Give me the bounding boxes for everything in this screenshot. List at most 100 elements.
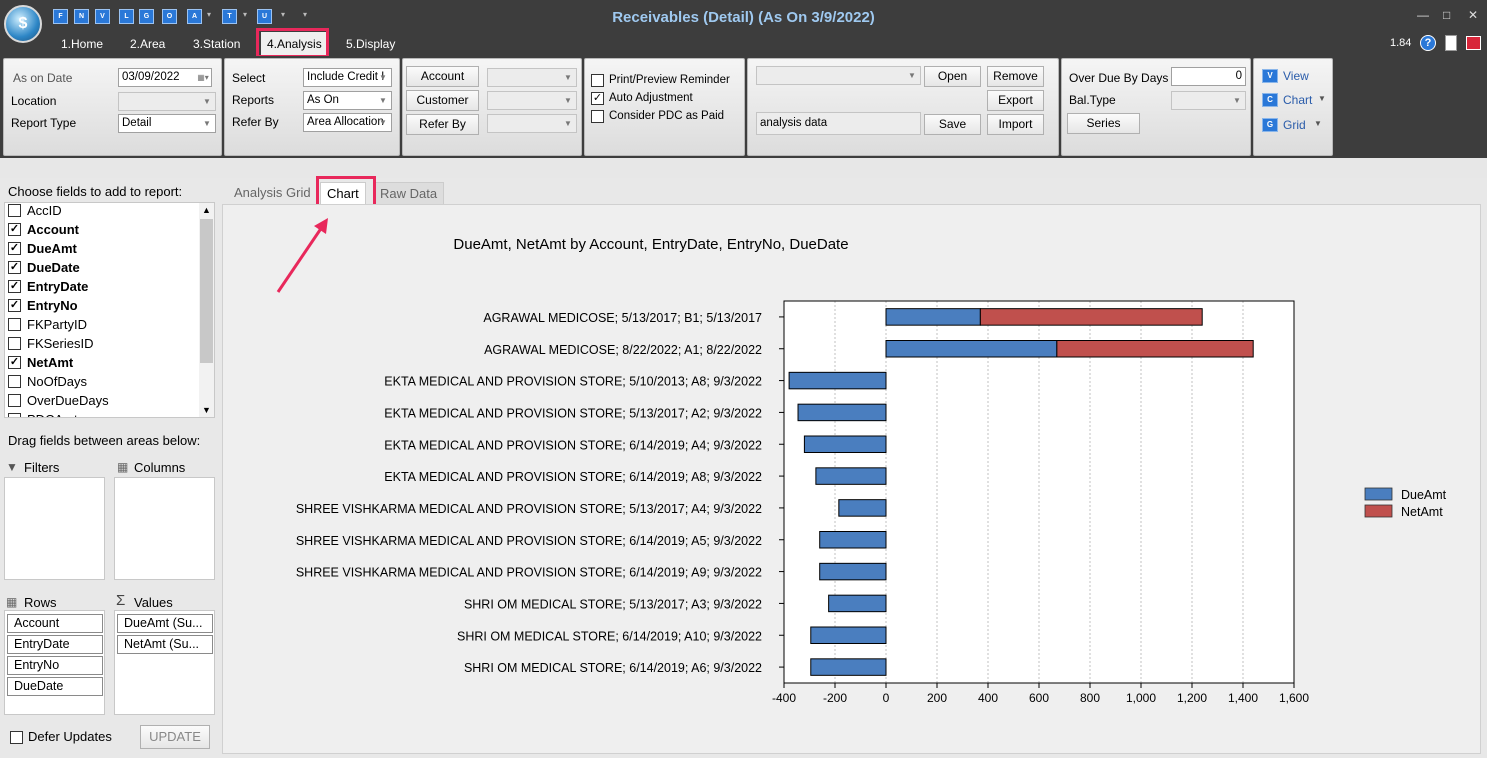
open-button[interactable]: Open	[924, 66, 981, 87]
as-on-date-field[interactable]: 03/09/2022 ▦▾	[118, 68, 212, 87]
menu-tab-2[interactable]: 2.Area	[130, 37, 166, 51]
field-checkbox[interactable]: ✓	[8, 223, 21, 237]
filters-area[interactable]	[4, 477, 105, 580]
field-item-pdcamt[interactable]: PDCAmt	[8, 410, 78, 417]
columns-area[interactable]	[114, 477, 215, 580]
field-checkbox[interactable]: ✓	[8, 356, 21, 370]
field-item-entryno[interactable]: ✓ EntryNo	[8, 296, 78, 315]
field-item-noofdays[interactable]: NoOfDays	[8, 372, 87, 391]
chevron-down-icon[interactable]: ▾	[281, 10, 286, 19]
update-button[interactable]: UPDATE	[140, 725, 210, 749]
field-item-duedate[interactable]: ✓ DueDate	[8, 258, 80, 277]
chevron-down-icon[interactable]: ▾	[243, 10, 248, 19]
view-button[interactable]: View	[1283, 69, 1309, 83]
scrollbar[interactable]: ▲ ▼	[199, 203, 214, 417]
qat-f-icon[interactable]: F	[53, 9, 68, 24]
qat-n-icon[interactable]: N	[74, 9, 89, 24]
qat-t-icon[interactable]: T	[222, 9, 237, 24]
consider-pdc-checkbox[interactable]	[591, 110, 604, 123]
field-checkbox[interactable]	[8, 375, 21, 389]
print-preview-checkbox[interactable]	[591, 74, 604, 87]
values-item[interactable]: NetAmt (Su...	[117, 635, 213, 654]
field-item-fkseriesid[interactable]: FKSeriesID	[8, 334, 93, 353]
series-button[interactable]: Series	[1067, 113, 1140, 134]
scrollbar-thumb[interactable]	[200, 219, 213, 363]
refer-by-select[interactable]: ▼	[487, 114, 577, 133]
app-logo-icon[interactable]: $	[4, 5, 42, 43]
menu-tab-4[interactable]: 4.Analysis	[261, 32, 328, 56]
chevron-down-icon[interactable]: ▼	[1318, 94, 1326, 103]
scroll-down-icon[interactable]: ▼	[202, 405, 211, 415]
remove-button[interactable]: Remove	[987, 66, 1044, 87]
rows-item[interactable]: EntryNo	[7, 656, 103, 675]
chevron-down-icon[interactable]: ▼	[1314, 119, 1322, 128]
rows-item[interactable]: EntryDate	[7, 635, 103, 654]
export-button[interactable]: Export	[987, 90, 1044, 111]
refer-by-dropdown[interactable]: Area Allocation ▼	[303, 113, 392, 132]
report-type-select[interactable]: Detail ▼	[118, 114, 216, 133]
qat-o-icon[interactable]: O	[162, 9, 177, 24]
bal-type-select[interactable]: ▼	[1171, 91, 1246, 110]
field-checkbox[interactable]	[8, 413, 21, 417]
defer-updates-checkbox[interactable]	[10, 731, 23, 744]
field-item-account[interactable]: ✓ Account	[8, 220, 79, 239]
field-checkbox[interactable]	[8, 318, 21, 332]
field-checkbox[interactable]: ✓	[8, 242, 21, 256]
rows-item[interactable]: DueDate	[7, 677, 103, 696]
qat-v-icon[interactable]: V	[95, 9, 110, 24]
account-button[interactable]: Account	[406, 66, 479, 87]
qat-g-icon[interactable]: G	[139, 9, 154, 24]
field-item-entrydate[interactable]: ✓ EntryDate	[8, 277, 88, 296]
scroll-up-icon[interactable]: ▲	[202, 205, 211, 215]
location-select[interactable]: ▼	[118, 92, 216, 111]
auto-adjustment-checkbox[interactable]: ✓	[591, 92, 604, 105]
field-item-dueamt[interactable]: ✓ DueAmt	[8, 239, 77, 258]
grid-icon[interactable]: G	[1262, 118, 1278, 132]
rows-item[interactable]: Account	[7, 614, 103, 633]
field-item-accid[interactable]: AccID	[8, 203, 62, 220]
chart-icon[interactable]: C	[1262, 93, 1278, 107]
field-checkbox[interactable]	[8, 204, 21, 218]
calendar-icon[interactable]: ▦▾	[197, 73, 209, 82]
tab-analysis-grid[interactable]: Analysis Grid	[234, 185, 311, 200]
view-icon[interactable]: V	[1262, 69, 1278, 83]
customer-select[interactable]: ▼	[487, 91, 577, 110]
grid-button[interactable]: Grid	[1283, 118, 1306, 132]
field-checkbox[interactable]	[8, 394, 21, 408]
refer-by-button[interactable]: Refer By	[406, 114, 479, 135]
reports-dropdown[interactable]: As On ▼	[303, 91, 392, 110]
help-icon[interactable]: ?	[1420, 35, 1436, 51]
select-dropdown[interactable]: Include Credit I ▼	[303, 68, 392, 87]
menu-tab-1[interactable]: 1.Home	[61, 37, 104, 51]
save-button[interactable]: Save	[924, 114, 981, 135]
layout-select[interactable]: ▼	[756, 66, 921, 85]
chart-button[interactable]: Chart	[1283, 93, 1313, 107]
menu-tab-5[interactable]: 5.Display	[346, 37, 396, 51]
account-select[interactable]: ▼	[487, 68, 577, 87]
chevron-down-icon[interactable]: ▾	[207, 10, 212, 19]
menu-tab-3[interactable]: 3.Station	[193, 37, 241, 51]
document-icon[interactable]	[1445, 35, 1457, 51]
field-checkbox[interactable]	[8, 337, 21, 351]
tab-raw-data[interactable]: Raw Data	[373, 182, 445, 206]
qat-u-icon[interactable]: U	[257, 9, 272, 24]
exit-icon[interactable]	[1466, 36, 1481, 50]
field-checkbox[interactable]: ✓	[8, 280, 21, 294]
qat-a-icon[interactable]: A	[187, 9, 202, 24]
customer-button[interactable]: Customer	[406, 90, 479, 111]
import-button[interactable]: Import	[987, 114, 1044, 135]
field-item-netamt[interactable]: ✓ NetAmt	[8, 353, 73, 372]
minimize-icon[interactable]: —	[1417, 8, 1429, 22]
field-checkbox[interactable]: ✓	[8, 261, 21, 275]
qat-l-icon[interactable]: L	[119, 9, 134, 24]
field-item-overduedays[interactable]: OverDueDays	[8, 391, 109, 410]
maximize-icon[interactable]: □	[1443, 8, 1451, 22]
chevron-down-icon[interactable]: ▾	[303, 10, 308, 19]
values-item[interactable]: DueAmt (Su...	[117, 614, 213, 633]
layout-name-field[interactable]: analysis data	[756, 112, 921, 135]
close-icon[interactable]: ✕	[1468, 8, 1479, 22]
field-item-fkpartyid[interactable]: FKPartyID	[8, 315, 87, 334]
field-checkbox[interactable]: ✓	[8, 299, 21, 313]
over-due-input[interactable]: 0	[1171, 67, 1246, 86]
tab-chart[interactable]: Chart	[320, 182, 366, 206]
